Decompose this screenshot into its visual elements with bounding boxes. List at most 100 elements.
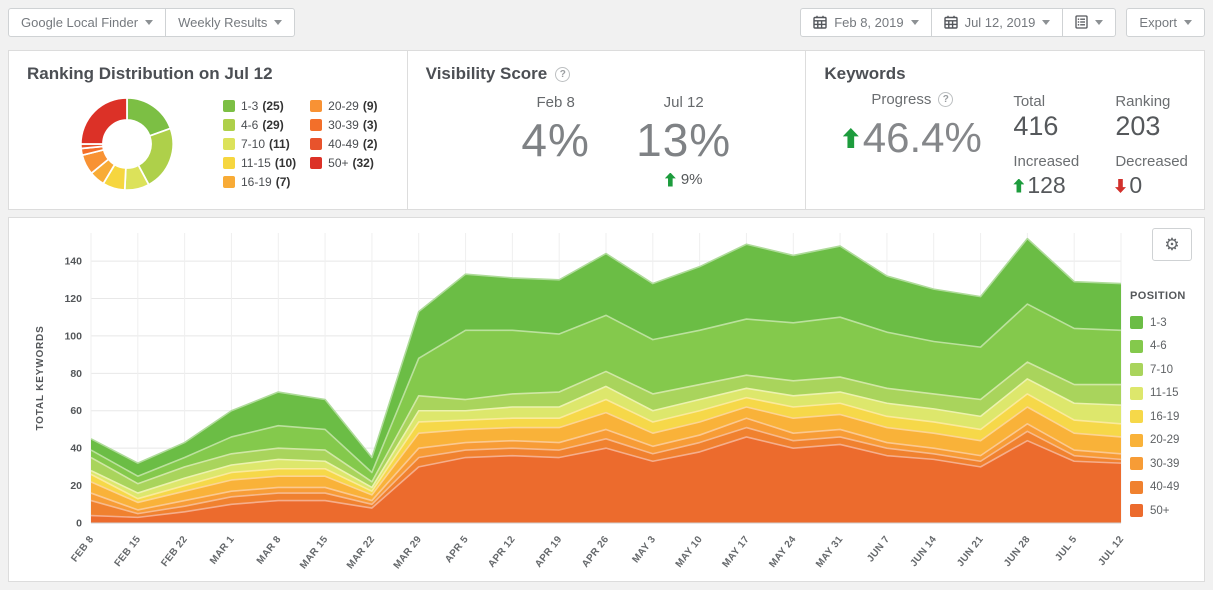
toolbar-right: Feb 8, 2019 Jul 12, 2019 Export — [800, 8, 1205, 37]
calendar-icon — [813, 15, 827, 29]
keywords-panel: Keywords Progress ? 46.4% Total 416 Rank… — [805, 51, 1204, 209]
x-tick-label: APR 19 — [533, 534, 564, 570]
y-tick-label: 0 — [76, 518, 82, 530]
area-band-4-6[interactable] — [91, 304, 1121, 484]
visibility-delta: 9% — [620, 171, 748, 188]
chart-legend-item-50+[interactable]: 50+ — [1130, 499, 1192, 523]
chart-legend-item-30-39[interactable]: 30-39 — [1130, 452, 1192, 476]
arrow-down-icon — [1115, 179, 1126, 193]
ranking-legend-item-11-15[interactable]: 11-15 (10) — [223, 153, 296, 172]
x-tick-label: MAR 22 — [345, 534, 377, 571]
date-from-label: Feb 8, 2019 — [834, 14, 904, 30]
ranking-legend-item-7-10[interactable]: 7-10 (11) — [223, 134, 296, 153]
x-tick-label: APR 5 — [443, 534, 471, 565]
legend-range-label: 50+ — [1150, 504, 1170, 517]
increased-value-row: 128 — [1013, 172, 1101, 199]
area-band-50+[interactable] — [91, 436, 1121, 523]
y-tick-label: 100 — [64, 330, 82, 342]
legend-swatch — [310, 156, 323, 169]
ranking-legend-item-4-6[interactable]: 4-6 (29) — [223, 115, 296, 134]
legend-swatch — [223, 137, 235, 150]
area-band-11-15[interactable] — [91, 378, 1121, 499]
report-view-dropdown[interactable] — [1062, 8, 1117, 37]
legend-range-label: 1-3 — [1150, 316, 1167, 329]
help-icon[interactable]: ? — [555, 66, 571, 82]
legend-range-label: 20-29 — [1150, 434, 1180, 447]
legend-range-label: 7-10 — [1150, 363, 1174, 376]
stat-increased: Increased 128 — [1013, 153, 1101, 199]
gear-icon: ⚙ — [1164, 234, 1180, 254]
x-tick-label: MAY 24 — [767, 534, 798, 570]
legend-range-label: 11-15 — [1150, 387, 1179, 400]
chart-legend-item-16-19[interactable]: 16-19 — [1130, 405, 1192, 429]
chevron-down-icon — [1095, 19, 1104, 25]
ranking-legend-item-30-39[interactable]: 30-39 (3) — [310, 115, 378, 134]
decreased-value-row: 0 — [1115, 172, 1188, 199]
decreased-value: 0 — [1129, 172, 1143, 198]
legend-swatch — [1130, 363, 1143, 377]
x-tick-label: MAY 10 — [674, 534, 705, 570]
date-from-dropdown[interactable]: Feb 8, 2019 — [800, 8, 932, 37]
x-tick-label: FEB 15 — [113, 534, 144, 569]
area-band-edge — [90, 417, 1122, 511]
chart-legend-item-40-49[interactable]: 40-49 — [1130, 476, 1192, 500]
legend-range-label: 40-49 — [328, 136, 359, 151]
chevron-down-icon — [145, 19, 154, 25]
visibility-score-panel: Visibility Score ? Feb 8 4% Jul 12 13% 9… — [406, 51, 806, 209]
ranking-value: 203 — [1115, 111, 1161, 141]
ranking-donut-chart — [77, 94, 177, 199]
chart-legend-item-20-29[interactable]: 20-29 — [1130, 429, 1192, 453]
legend-swatch — [1130, 316, 1143, 330]
chart-settings-button[interactable]: ⚙ — [1152, 228, 1192, 261]
legend-swatch — [310, 118, 323, 131]
export-dropdown[interactable]: Export — [1126, 8, 1205, 37]
y-tick-label: 120 — [64, 293, 82, 305]
ranking-legend-item-50+[interactable]: 50+ (32) — [310, 153, 377, 172]
chart-legend-item-4-6[interactable]: 4-6 — [1130, 335, 1192, 359]
legend-count: (3) — [362, 117, 378, 132]
stat-decreased: Decreased 0 — [1115, 153, 1188, 199]
ranking-legend-item-20-29[interactable]: 20-29 (9) — [310, 96, 378, 115]
legend-swatch — [1130, 480, 1143, 494]
legend-count: (7) — [275, 174, 291, 189]
chart-legend-item-1-3[interactable]: 1-3 — [1130, 311, 1192, 335]
legend-range-label: 4-6 — [1150, 340, 1167, 353]
total-label: Total — [1013, 93, 1046, 110]
chevron-down-icon — [274, 19, 283, 25]
ranking-legend-item-40-49[interactable]: 40-49 (2) — [310, 134, 378, 153]
weekly-results-dropdown[interactable]: Weekly Results — [165, 8, 296, 37]
legend-range-label: 4-6 — [241, 117, 259, 132]
visibility-col-feb8: Feb 8 4% — [492, 94, 620, 188]
keywords-trend-chart-panel: 0 20 40 60 80 100 120 140 FEB 8 FEB 15 FEB 22 MAR 1… — [8, 217, 1205, 582]
google-local-finder-dropdown[interactable]: Google Local Finder — [8, 8, 167, 37]
y-tick-label: 60 — [70, 405, 82, 417]
report-list-icon — [1075, 15, 1089, 29]
arrow-up-icon — [1013, 178, 1025, 193]
legend-swatch — [223, 99, 235, 112]
chart-legend-item-7-10[interactable]: 7-10 — [1130, 358, 1192, 382]
donut-slice-50+[interactable] — [79, 96, 128, 145]
ranking-legend-item-1-3[interactable]: 1-3 (25) — [223, 96, 296, 115]
legend-range-label: 11-15 — [241, 155, 271, 170]
ranking-panel-title: Ranking Distribution on Jul 12 — [27, 64, 273, 83]
area-band-1-3[interactable] — [91, 238, 1121, 477]
stat-total: Total 416 — [1013, 93, 1101, 142]
help-icon[interactable]: ? — [938, 92, 954, 107]
legend-swatch — [310, 137, 323, 150]
y-axis-title: TOTAL KEYWORDS — [35, 325, 46, 430]
x-tick-label: MAY 17 — [720, 534, 751, 570]
area-band-7-10[interactable] — [91, 362, 1121, 494]
legend-count: (29) — [262, 117, 284, 132]
y-tick-label: 140 — [64, 256, 82, 268]
x-tick-label: MAR 15 — [298, 534, 330, 571]
date-to-dropdown[interactable]: Jul 12, 2019 — [930, 8, 1064, 37]
x-tick-label: JUN 14 — [908, 534, 939, 569]
x-tick-label: MAR 29 — [392, 534, 424, 571]
area-band-20-29[interactable] — [91, 407, 1121, 510]
ranking-legend-item-16-19[interactable]: 16-19 (7) — [223, 172, 296, 191]
calendar-icon — [943, 15, 958, 29]
chevron-down-icon — [1042, 19, 1051, 25]
legend-swatch — [223, 156, 235, 169]
chart-legend-item-11-15[interactable]: 11-15 — [1130, 382, 1192, 406]
legend-count: (32) — [352, 155, 374, 170]
